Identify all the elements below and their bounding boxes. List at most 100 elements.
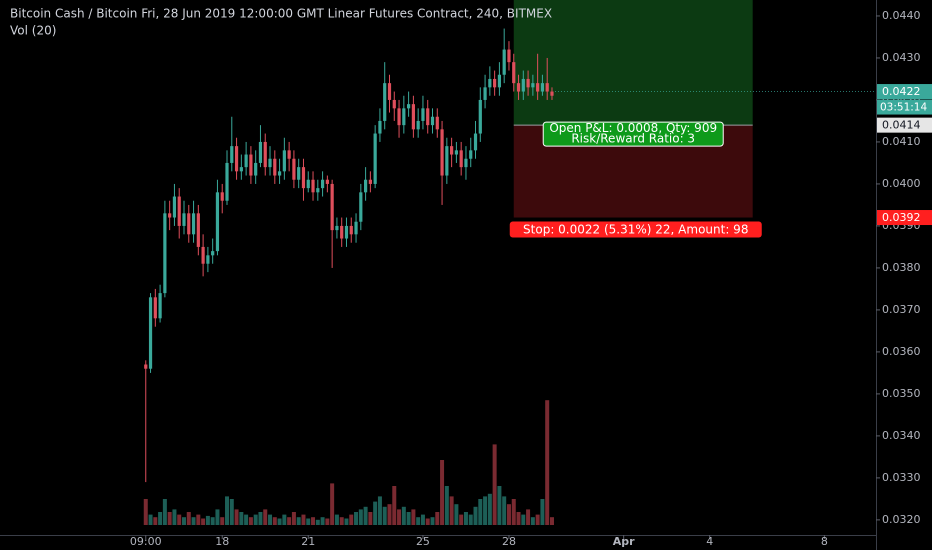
y-tick-label: 0.0370 (882, 303, 921, 316)
volume-bar (459, 514, 464, 525)
candle-body (387, 83, 392, 100)
volume-bar (382, 506, 387, 525)
candle-body (211, 251, 215, 256)
candle-body (244, 154, 248, 168)
candle-body (292, 158, 296, 180)
candle-body (249, 154, 253, 176)
volume-bar (306, 518, 311, 525)
candle-body (225, 162, 229, 201)
candle-body (483, 87, 487, 100)
candle-body (277, 171, 282, 176)
volume-bar (521, 514, 526, 525)
volume-bar (158, 512, 163, 525)
volume-bar (301, 514, 306, 525)
candle-body (239, 167, 243, 172)
volume-bar (506, 504, 511, 525)
volume-bar (234, 509, 239, 525)
candle-body (426, 108, 430, 126)
candle-body (191, 213, 196, 235)
candle-body (411, 104, 415, 130)
volume-bar (282, 514, 287, 525)
x-tick-label: Apr (613, 535, 635, 548)
entry-price-label: 0.0414 (882, 119, 921, 132)
y-tick-label: 0.0320 (882, 513, 921, 526)
volume-bar (440, 460, 445, 525)
candle-body (464, 158, 468, 168)
y-tick-label: 0.0410 (882, 135, 921, 148)
candle-body (182, 213, 186, 226)
candle-body (320, 179, 325, 189)
volume-bar (344, 518, 349, 525)
candle-body (407, 104, 411, 109)
candle-body (378, 120, 382, 134)
candle-body (201, 246, 205, 264)
y-tick-label: 0.0430 (882, 51, 921, 64)
volume-bar (244, 514, 249, 525)
candle-body (469, 150, 473, 159)
volume-bar (296, 517, 301, 525)
volume-bar (177, 514, 182, 525)
volume-bar (215, 509, 220, 525)
volume-bar (430, 517, 435, 525)
volume-bar (268, 514, 273, 525)
candle-body (478, 99, 482, 134)
volume-bar (468, 514, 473, 525)
volume-bar (287, 517, 292, 525)
candle-body (526, 78, 530, 88)
candle-body (325, 179, 329, 184)
candle-body (363, 179, 368, 193)
volume-bar (387, 504, 392, 525)
volume-bar (263, 509, 268, 525)
volume-bar (277, 518, 282, 525)
volume-bar (449, 496, 454, 525)
candle-body (536, 83, 540, 92)
candle-body (459, 150, 463, 168)
candle-body (430, 116, 435, 126)
candle-body (359, 192, 363, 222)
volume-bar (540, 499, 545, 525)
y-tick-label: 0.0400 (882, 177, 921, 190)
candle-body (158, 293, 162, 319)
volume-bar (492, 444, 497, 525)
volume-bar (435, 512, 440, 525)
candle-body (282, 150, 286, 172)
volume-bar (416, 517, 421, 525)
last-price-label: 0.0422 (882, 85, 921, 98)
candle-body (234, 146, 239, 172)
pnl-box (542, 121, 724, 147)
candle-body (258, 141, 263, 163)
candle-body (196, 213, 200, 247)
candle-body (306, 179, 310, 189)
candle-body (392, 99, 396, 109)
volume-bar (148, 514, 153, 525)
volume-bar (291, 512, 296, 525)
candle-body (287, 150, 291, 159)
candle-body (421, 108, 425, 121)
candle-body (373, 133, 377, 184)
volume-bar (545, 400, 550, 525)
candle-body (473, 133, 478, 151)
candle-body (349, 225, 353, 235)
volume-bar (229, 499, 234, 525)
volume-bar (526, 509, 531, 525)
x-tick-label: 18 (215, 535, 229, 548)
countdown-box (877, 99, 932, 115)
volume-bar (397, 509, 402, 525)
candle-body (172, 196, 177, 218)
volume-bar (162, 499, 167, 525)
candle-body (516, 83, 521, 92)
y-tick-label: 0.0330 (882, 471, 921, 484)
candle-body (402, 108, 406, 126)
candle-body (416, 120, 420, 130)
volume-bar (444, 486, 449, 525)
stop-price-label-box (877, 210, 932, 226)
volume-bar (454, 504, 459, 525)
candle-body (215, 192, 220, 252)
volume-bar (425, 518, 430, 525)
volume-bar (315, 519, 320, 525)
candle-body (153, 297, 157, 319)
candle-body (206, 255, 210, 264)
candle-body (440, 129, 444, 176)
x-tick-label: 25 (416, 535, 430, 548)
